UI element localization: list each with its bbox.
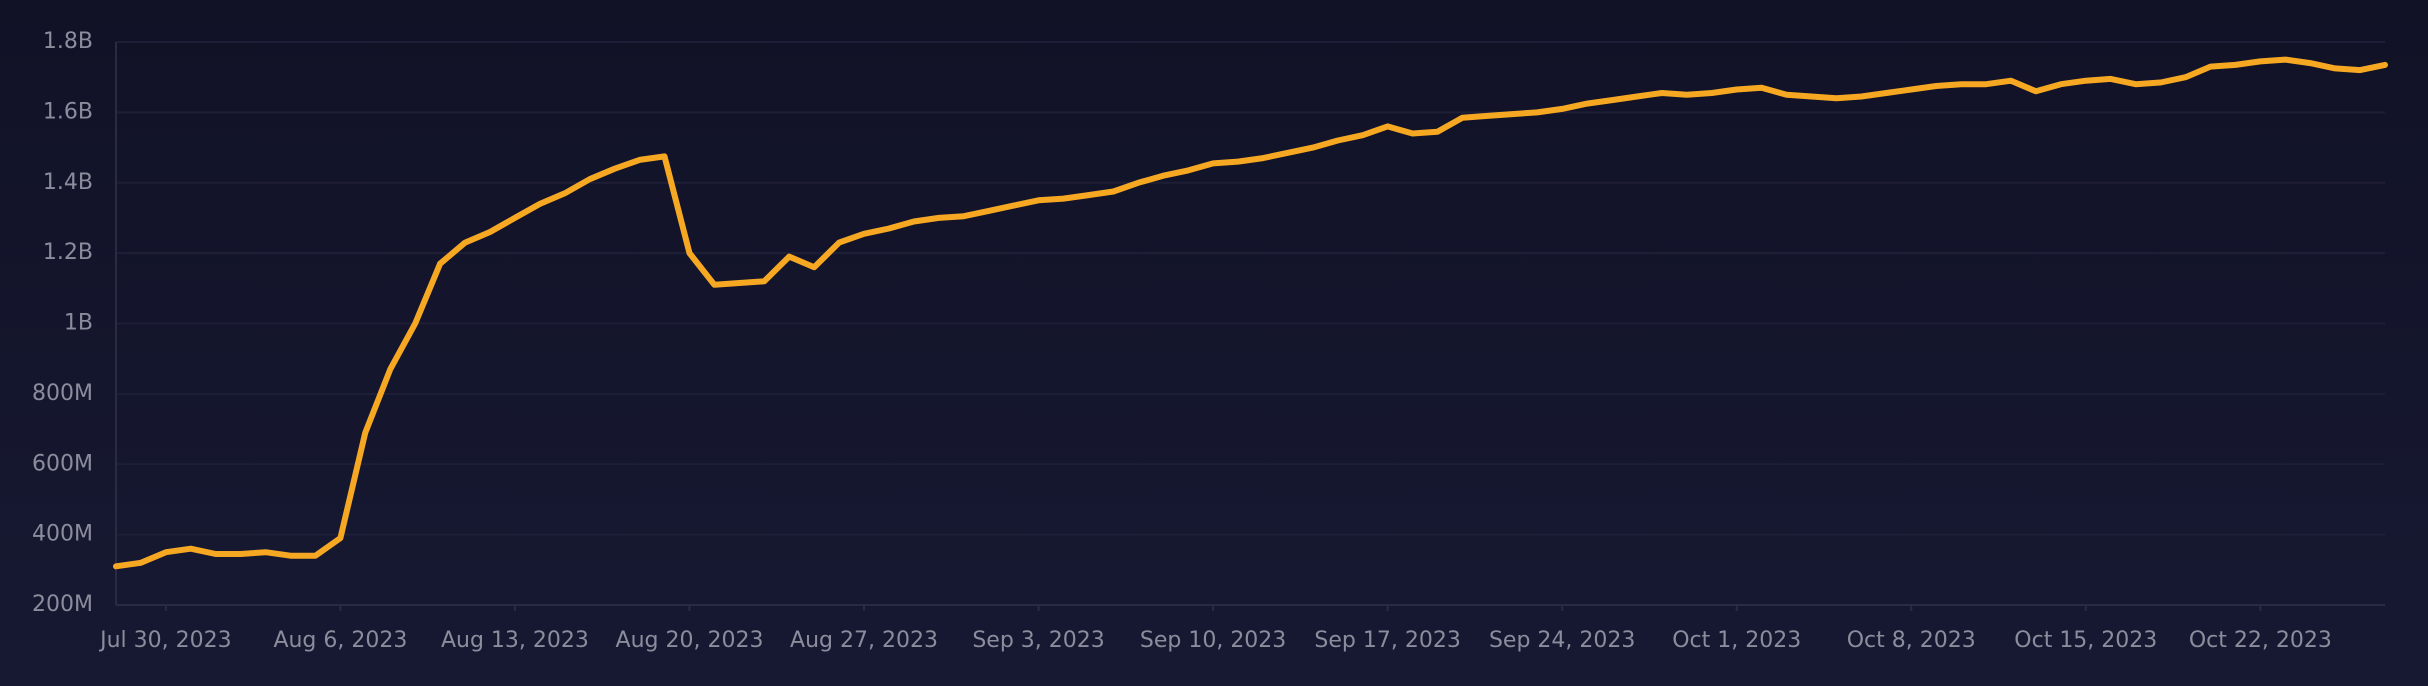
x-tick-label: Sep 24, 2023 [1489,628,1635,653]
x-tick-label: Sep 10, 2023 [1140,628,1286,653]
x-tick-label: Aug 27, 2023 [790,628,938,653]
x-tick-label: Sep 17, 2023 [1314,628,1460,653]
x-tick-label: Sep 3, 2023 [972,628,1104,653]
y-tick-label: 600M [32,451,93,476]
y-tick-label: 400M [32,522,93,547]
x-tick-label: Oct 15, 2023 [2014,628,2157,653]
y-tick-label: 1.2B [43,240,93,265]
x-tick-label: Oct 8, 2023 [1847,628,1976,653]
y-tick-label: 1B [64,311,93,336]
data-line [113,56,2388,570]
x-tick-label: Aug 20, 2023 [616,628,764,653]
y-tick-label: 1.4B [43,170,93,195]
x-tick-label: Oct 22, 2023 [2189,628,2332,653]
y-tick-label: 1.6B [43,99,93,124]
y-tick-label: 200M [32,592,93,617]
x-tick-label: Jul 30, 2023 [98,628,232,653]
x-tick-label: Oct 1, 2023 [1672,628,1801,653]
y-tick-label: 800M [32,381,93,406]
x-tick-label: Aug 13, 2023 [441,628,589,653]
x-tick-label: Aug 6, 2023 [273,628,407,653]
y-tick-label: 1.8B [43,29,93,54]
